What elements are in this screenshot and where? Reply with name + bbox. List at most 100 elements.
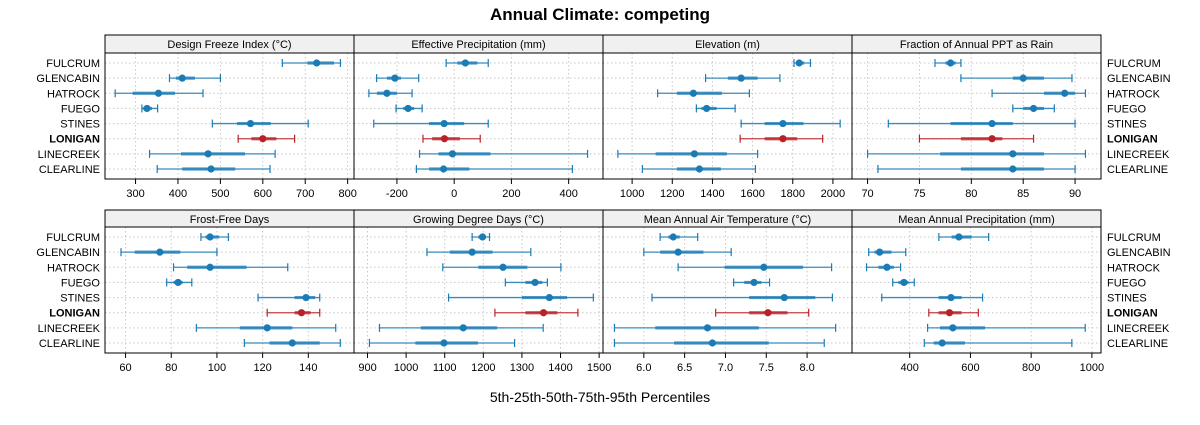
median-point bbox=[143, 104, 151, 113]
median-point bbox=[938, 339, 946, 347]
percentile-mark-glencabin bbox=[376, 74, 420, 83]
median-point bbox=[1019, 74, 1027, 82]
x-tick-label: 1500 bbox=[587, 362, 611, 374]
x-tick-label: 1200 bbox=[660, 188, 684, 200]
percentile-mark-linecreek bbox=[418, 149, 589, 158]
panel-7: Mean Annual Precipitation (mm) 400 600 800 1… bbox=[851, 209, 1171, 374]
median-point bbox=[945, 309, 954, 317]
percentile-mark-clearline bbox=[877, 165, 1076, 173]
row-label-fulcrum: FULCRUM bbox=[1107, 58, 1161, 70]
median-point bbox=[690, 150, 698, 158]
percentile-mark-lonigan bbox=[918, 134, 1035, 143]
percentile-mark-clearline bbox=[613, 339, 825, 347]
median-point bbox=[440, 135, 449, 143]
x-tick-label: 80 bbox=[165, 362, 177, 374]
row-label-fulcrum: FULCRUM bbox=[1107, 232, 1161, 244]
row-label-fuego: FUEGO bbox=[61, 277, 101, 289]
median-point bbox=[302, 293, 310, 302]
percentile-mark-lonigan bbox=[739, 134, 824, 143]
x-tick-label: -200 bbox=[386, 188, 408, 200]
median-point bbox=[404, 104, 412, 113]
x-tick-label: 75 bbox=[913, 188, 925, 200]
median-point bbox=[1009, 165, 1017, 173]
percentile-mark-fulcrum bbox=[281, 59, 342, 67]
median-point bbox=[708, 339, 716, 347]
percentile-mark-linecreek bbox=[195, 323, 337, 332]
percentile-mark-linecreek bbox=[617, 149, 759, 158]
percentile-mark-stines bbox=[881, 293, 984, 302]
median-point bbox=[459, 324, 467, 332]
percentile-mark-glencabin bbox=[168, 74, 221, 83]
median-point bbox=[204, 150, 212, 158]
percentile-mark-lonigan bbox=[715, 308, 810, 317]
percentile-mark-clearline bbox=[156, 165, 271, 173]
x-tick-label: 400 bbox=[901, 362, 919, 374]
panel-title: Effective Precipitation (mm) bbox=[411, 39, 545, 51]
median-point bbox=[949, 324, 957, 332]
x-tick-label: 70 bbox=[861, 188, 873, 200]
median-point bbox=[206, 263, 214, 271]
x-tick-label: 1000 bbox=[394, 362, 418, 374]
row-label-stines: STINES bbox=[60, 293, 100, 305]
median-point bbox=[795, 59, 803, 67]
x-tick-label: 6.5 bbox=[677, 362, 692, 374]
percentile-mark-linecreek bbox=[378, 323, 544, 332]
x-tick-label: 7.5 bbox=[759, 362, 774, 374]
median-point bbox=[764, 309, 772, 317]
row-label-lonigan: LONIGAN bbox=[1107, 308, 1158, 320]
percentile-mark-stines bbox=[740, 119, 841, 128]
x-tick-label: 1800 bbox=[781, 188, 805, 200]
x-tick-label: 1000 bbox=[620, 188, 644, 200]
percentile-mark-hatrock bbox=[442, 263, 562, 272]
median-point bbox=[440, 119, 448, 128]
panel-title: Elevation (m) bbox=[695, 39, 760, 51]
row-label-lonigan: LONIGAN bbox=[49, 134, 100, 146]
row-label-fuego: FUEGO bbox=[1107, 103, 1147, 115]
percentile-mark-stines bbox=[447, 293, 594, 302]
x-tick-label: 800 bbox=[338, 188, 356, 200]
percentile-mark-lonigan bbox=[422, 134, 481, 143]
percentile-mark-hatrock bbox=[114, 89, 204, 98]
median-point bbox=[461, 59, 469, 67]
x-tick-label: 1000 bbox=[1080, 362, 1104, 374]
median-point bbox=[439, 165, 448, 173]
median-point bbox=[206, 233, 214, 241]
percentile-mark-glencabin bbox=[868, 248, 907, 257]
percentile-mark-lonigan bbox=[266, 308, 321, 317]
x-tick-label: 60 bbox=[119, 362, 131, 374]
percentile-mark-clearline bbox=[415, 165, 573, 173]
percentile-mark-stines bbox=[651, 293, 834, 302]
percentile-mark-hatrock bbox=[368, 89, 413, 98]
x-tick-label: 500 bbox=[211, 188, 229, 200]
x-tick-label: 85 bbox=[1017, 188, 1029, 200]
row-label-hatrock: HATROCK bbox=[1107, 262, 1161, 274]
median-point bbox=[178, 74, 186, 82]
row-label-glencabin: GLENCABIN bbox=[36, 73, 100, 85]
panel-title: Fraction of Annual PPT as Rain bbox=[900, 39, 1053, 51]
median-point bbox=[539, 309, 548, 317]
median-point bbox=[259, 135, 267, 143]
median-point bbox=[760, 263, 768, 271]
percentile-mark-fuego bbox=[695, 104, 736, 113]
panel-3: Fraction of Annual PPT as Rain 70 75 80 85 90… bbox=[851, 34, 1171, 200]
x-tick-label: 300 bbox=[126, 188, 144, 200]
percentile-mark-fulcrum bbox=[445, 59, 489, 67]
panel-frame bbox=[104, 52, 355, 180]
median-point bbox=[207, 165, 215, 173]
percentile-mark-lonigan bbox=[494, 308, 579, 317]
median-point bbox=[955, 233, 963, 241]
median-point bbox=[988, 135, 996, 143]
percentile-mark-glencabin bbox=[705, 74, 781, 83]
median-point bbox=[695, 165, 703, 173]
median-point bbox=[440, 339, 448, 347]
percentile-mark-stines bbox=[211, 119, 309, 128]
median-point bbox=[1029, 104, 1038, 113]
panel-title: Design Freeze Index (°C) bbox=[167, 39, 291, 51]
chart-title: Annual Climate: competing bbox=[489, 5, 711, 24]
percentile-mark-stines bbox=[373, 119, 489, 128]
percentile-mark-glencabin bbox=[960, 74, 1073, 83]
median-point bbox=[883, 263, 891, 271]
median-point bbox=[779, 135, 787, 143]
x-tick-label: 900 bbox=[358, 362, 376, 374]
